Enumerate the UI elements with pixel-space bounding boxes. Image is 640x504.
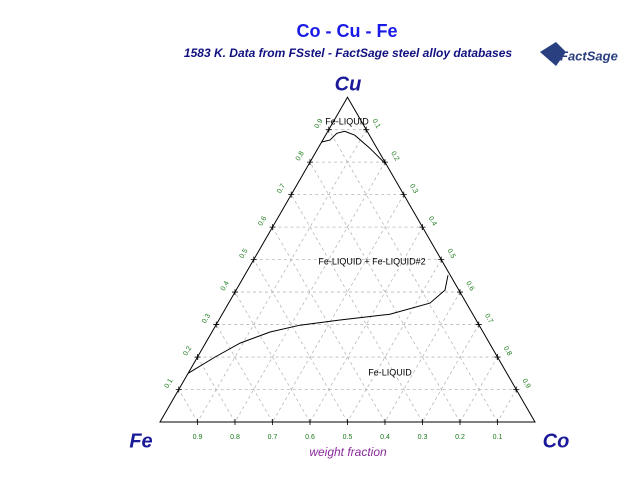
tick-mark: [307, 419, 313, 425]
fe-tick-label: 0.1: [493, 434, 503, 441]
region-label: Fe-LIQUID + Fe-LIQUID#2: [318, 256, 425, 266]
cu-tick-label: 0.6: [257, 215, 268, 227]
chart-subtitle: 1583 K. Data from FSstel - FactSage stee…: [184, 46, 512, 60]
tick-mark: [269, 419, 276, 425]
fe-tick-label: 0.2: [455, 434, 465, 441]
logo: FactSage: [540, 42, 618, 66]
grid-line: [272, 226, 386, 423]
tick-mark: [307, 159, 313, 166]
cu-tick-label: 0.8: [295, 150, 306, 162]
co-tick-label: 0.5: [445, 248, 456, 260]
tick-mark: [194, 419, 201, 425]
tick-mark: [513, 386, 520, 393]
tick-mark: [419, 419, 426, 425]
vertex-label: Fe: [129, 430, 152, 452]
grid-line: [215, 324, 273, 423]
tick-mark: [213, 321, 220, 328]
grid-line: [272, 194, 405, 423]
grid-line: [309, 161, 461, 423]
tick-mark: [344, 419, 351, 425]
tick-mark: [494, 354, 501, 361]
grid-line: [253, 259, 348, 423]
fe-tick-label: 0.8: [230, 434, 240, 441]
tick-mark: [325, 126, 332, 133]
grid-line: [197, 356, 236, 423]
tick-mark: [269, 224, 276, 231]
tick-mark: [194, 354, 201, 361]
grid-line: [178, 389, 198, 423]
region-label: Fe-LIQUID: [325, 116, 369, 126]
grid-line: [234, 291, 311, 423]
chart-title: Co - Cu - Fe: [297, 21, 398, 41]
vertex-label: Cu: [335, 73, 362, 95]
grid-line: [290, 194, 423, 423]
co-tick-label: 0.8: [502, 345, 513, 357]
cu-tick-label: 0.2: [182, 345, 193, 357]
tick-mark: [419, 224, 426, 231]
tick-mark: [175, 386, 182, 393]
grid-line: [328, 129, 498, 423]
tick-mark: [363, 126, 370, 133]
region-label: Fe-LIQUID: [368, 367, 412, 377]
tick-mark: [457, 289, 463, 296]
co-tick-label: 0.6: [464, 280, 475, 292]
logo-text: FactSage: [560, 48, 618, 63]
co-tick-label: 0.4: [427, 215, 438, 227]
tick-mark: [288, 191, 295, 198]
tick-mark: [400, 191, 407, 198]
grid-line: [384, 291, 461, 423]
tick-mark: [250, 256, 257, 263]
cu-tick-label: 0.9: [314, 118, 325, 130]
grid-line: [422, 324, 480, 423]
phase-boundary: [187, 275, 449, 374]
axis-label: weight fraction: [309, 445, 387, 459]
tick-mark: [494, 419, 501, 425]
co-tick-label: 0.7: [483, 313, 494, 325]
tick-mark: [438, 256, 445, 263]
co-tick-label: 0.2: [389, 150, 400, 162]
co-tick-label: 0.9: [520, 378, 531, 390]
fe-tick-label: 0.4: [380, 434, 390, 441]
tick-mark: [232, 289, 238, 296]
tick-mark: [382, 159, 388, 166]
grid-line: [347, 259, 442, 423]
grid: [178, 129, 517, 423]
logo-icon: [540, 42, 566, 66]
grid-line: [497, 389, 517, 423]
cu-tick-label: 0.7: [276, 183, 287, 195]
fe-tick-label: 0.5: [343, 434, 353, 441]
cu-tick-label: 0.5: [239, 248, 250, 260]
cu-tick-label: 0.3: [201, 313, 212, 325]
co-tick-label: 0.3: [408, 183, 419, 195]
fe-tick-label: 0.7: [268, 434, 278, 441]
tick-mark: [232, 419, 238, 425]
cu-tick-label: 0.4: [220, 280, 231, 292]
vertex-label: Co: [543, 430, 570, 452]
tick-mark: [457, 419, 463, 425]
fe-tick-label: 0.9: [193, 434, 203, 441]
tick-mark: [382, 419, 388, 425]
fe-tick-label: 0.3: [418, 434, 428, 441]
co-tick-label: 0.1: [370, 118, 381, 130]
fe-tick-label: 0.6: [305, 434, 315, 441]
phase-boundary: [321, 130, 386, 164]
grid-line: [197, 129, 367, 423]
tick-mark: [475, 321, 482, 328]
cu-tick-label: 0.1: [164, 378, 175, 390]
plot: 0.1 0.2 0.3 0.4 0.5 0.6 0.7 0.8 0.9 0.1 0.2 0.3 0.4 0…: [164, 116, 532, 440]
